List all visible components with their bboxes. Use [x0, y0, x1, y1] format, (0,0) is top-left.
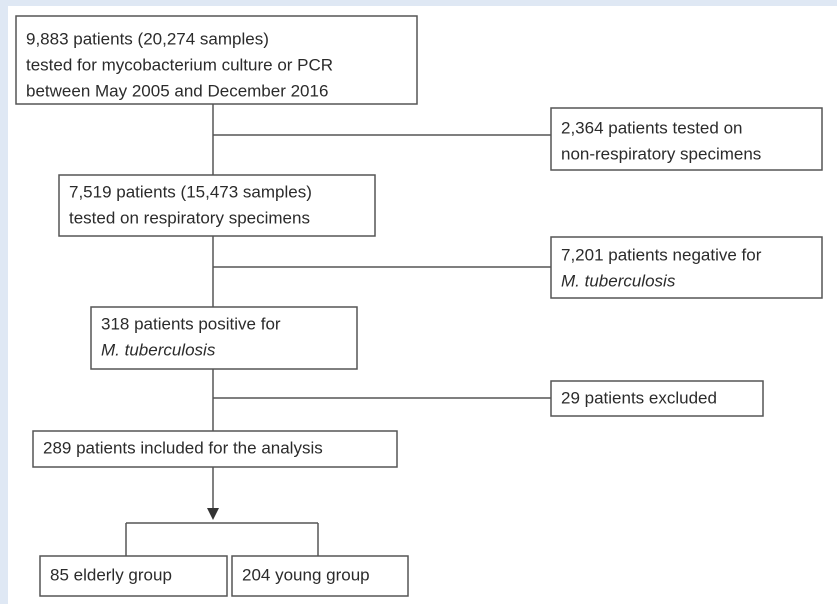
box-text: 204 young group [242, 565, 370, 584]
box-text: 289 patients included for the analysis [43, 438, 323, 457]
box-text: tested on respiratory specimens [69, 208, 310, 227]
box-text: M. tuberculosis [101, 340, 216, 359]
canvas [8, 6, 837, 604]
box [15, 15, 418, 105]
box-text: between May 2005 and December 2016 [26, 81, 328, 100]
box-text: non-respiratory specimens [561, 144, 761, 163]
box [32, 430, 398, 468]
box [58, 174, 376, 237]
box [550, 380, 764, 417]
box [550, 107, 823, 171]
box-text: M. tuberculosis [561, 271, 676, 290]
box [90, 306, 358, 370]
box-text: 29 patients excluded [561, 388, 717, 407]
box-text: 85 elderly group [50, 565, 172, 584]
box [39, 555, 228, 597]
box-text: 2,364 patients tested on [561, 118, 742, 137]
box [231, 555, 409, 597]
box-text: 7,201 patients negative for [561, 245, 762, 264]
box-text: tested for mycobacterium culture or PCR [26, 55, 333, 74]
box-text: 9,883 patients (20,274 samples) [26, 29, 269, 48]
box-text: 318 patients positive for [101, 314, 281, 333]
box [550, 236, 823, 299]
box-text: 7,519 patients (15,473 samples) [69, 182, 312, 201]
